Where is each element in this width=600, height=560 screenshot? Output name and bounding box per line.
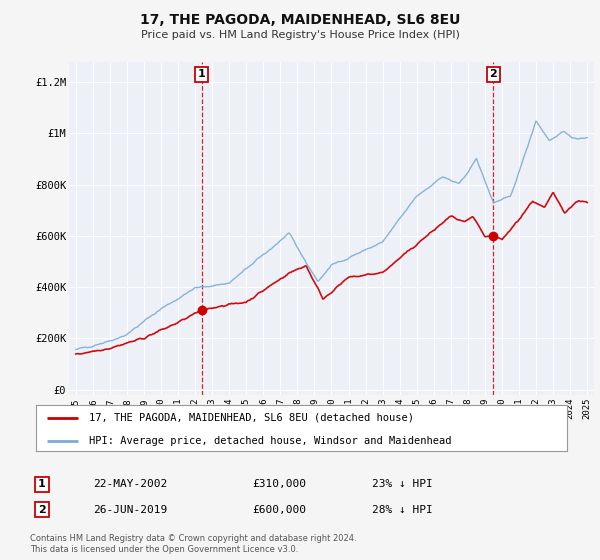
Text: Contains HM Land Registry data © Crown copyright and database right 2024.: Contains HM Land Registry data © Crown c… <box>30 534 356 543</box>
Text: 17, THE PAGODA, MAIDENHEAD, SL6 8EU (detached house): 17, THE PAGODA, MAIDENHEAD, SL6 8EU (det… <box>89 413 414 423</box>
Text: 28% ↓ HPI: 28% ↓ HPI <box>372 505 433 515</box>
Text: £310,000: £310,000 <box>252 479 306 489</box>
Text: 17, THE PAGODA, MAIDENHEAD, SL6 8EU: 17, THE PAGODA, MAIDENHEAD, SL6 8EU <box>140 13 460 27</box>
Text: 2: 2 <box>38 505 46 515</box>
Text: 23% ↓ HPI: 23% ↓ HPI <box>372 479 433 489</box>
Text: 1: 1 <box>38 479 46 489</box>
Text: 26-JUN-2019: 26-JUN-2019 <box>93 505 167 515</box>
Text: HPI: Average price, detached house, Windsor and Maidenhead: HPI: Average price, detached house, Wind… <box>89 436 452 446</box>
Text: Price paid vs. HM Land Registry's House Price Index (HPI): Price paid vs. HM Land Registry's House … <box>140 30 460 40</box>
Text: 1: 1 <box>198 69 205 80</box>
Text: This data is licensed under the Open Government Licence v3.0.: This data is licensed under the Open Gov… <box>30 545 298 554</box>
Text: £600,000: £600,000 <box>252 505 306 515</box>
Text: 22-MAY-2002: 22-MAY-2002 <box>93 479 167 489</box>
Text: 2: 2 <box>490 69 497 80</box>
